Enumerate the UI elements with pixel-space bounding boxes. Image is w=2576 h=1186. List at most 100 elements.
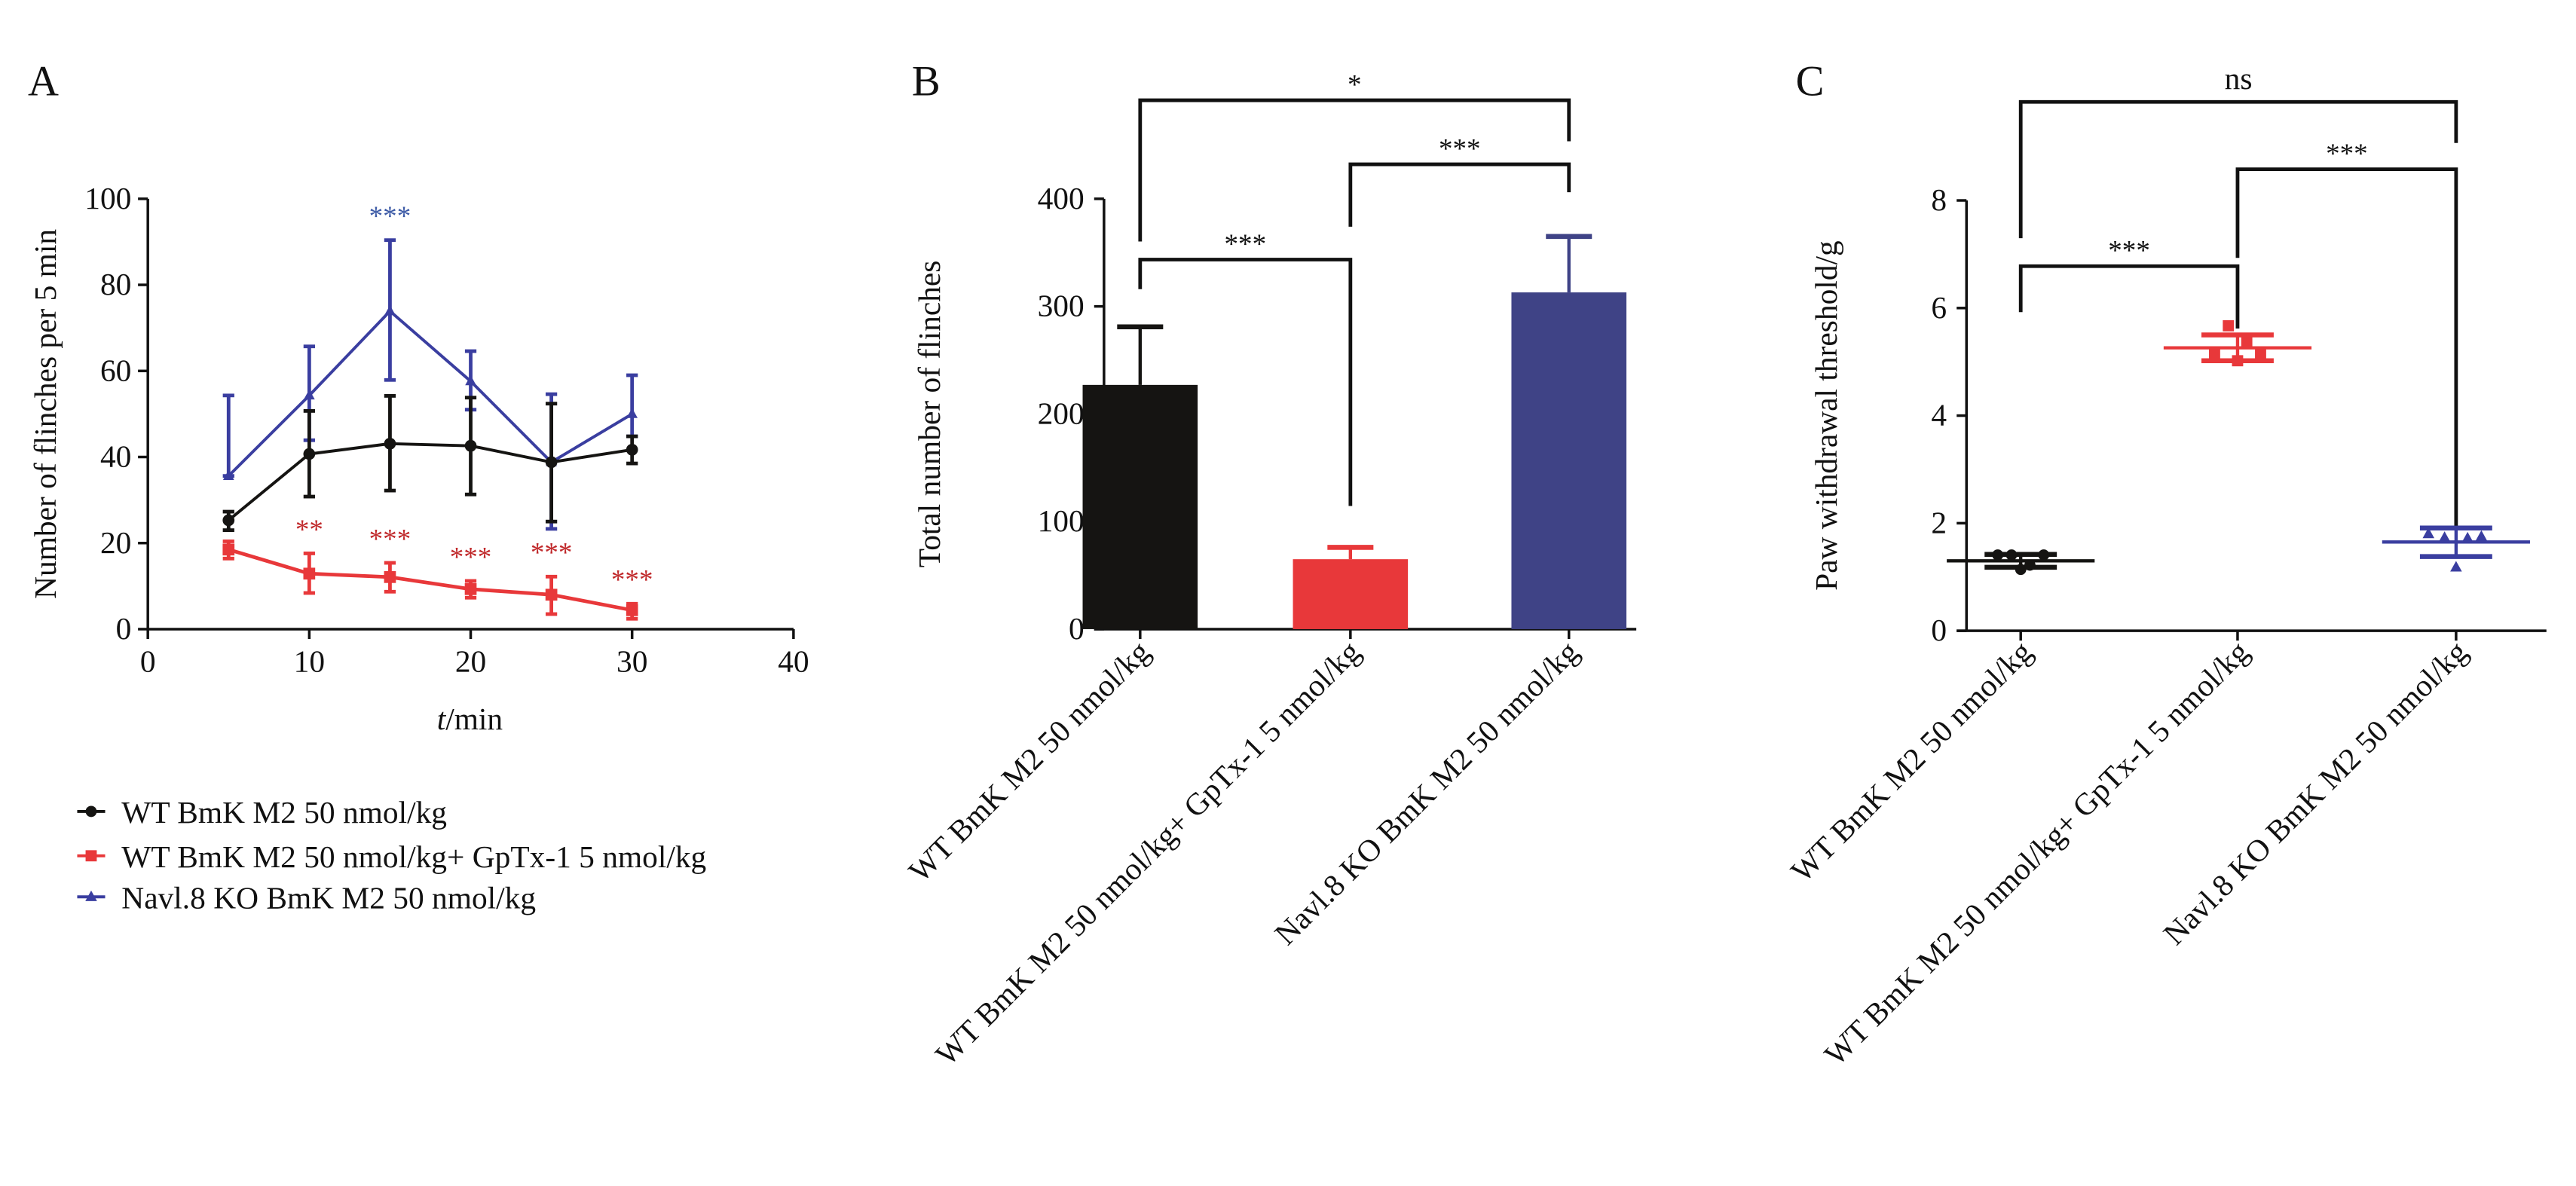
significance-label: *** [2326, 139, 2368, 170]
legend-item: WT BmK M2 50 nmol/kg+ GpTx-1 5 nmol/kg [77, 839, 706, 874]
significance-bracket [1138, 98, 1571, 242]
data-point [626, 604, 638, 616]
data-point [2255, 349, 2266, 361]
series-circle [222, 394, 638, 532]
data-point [545, 588, 558, 601]
data-point [2015, 564, 2027, 576]
y-tick-label: 4 [1931, 398, 1947, 433]
y-tick-label: 6 [1931, 290, 1947, 325]
data-point [2024, 559, 2036, 571]
panel-a-line-chart: Number of flinches per 5 min t/min 0 20 40… [28, 181, 809, 736]
significance-bracket [2235, 167, 2458, 526]
panel-b-y-axis-title: Total number of flinches [912, 261, 947, 568]
y-tick-label: 400 [1038, 181, 1085, 215]
legend-label: WT BmK M2 50 nmol/kg [121, 795, 447, 830]
panel-c-y-axis-title: Paw withdrawal threshold/g [1809, 240, 1843, 591]
significance-label: *** [2108, 235, 2150, 266]
y-tick-label: 0 [1931, 613, 1947, 647]
data-point [304, 389, 315, 400]
data-point [465, 375, 476, 386]
significance-bracket [1138, 258, 1353, 506]
data-point [2241, 337, 2253, 348]
panel-label-b: B [912, 59, 941, 105]
data-point [464, 582, 477, 595]
y-tick-label: 20 [100, 525, 131, 560]
data-point [2450, 561, 2462, 572]
panel-label-a: A [28, 59, 59, 105]
panel-c-scatter-chart: Paw withdrawal threshold/g 0 2 4 6 8 *** *** n… [1784, 61, 2547, 1072]
x-title-italic: t [437, 702, 447, 736]
data-point [2223, 319, 2235, 332]
y-tick-label: 300 [1038, 289, 1085, 323]
panel-c-category-label: WT BmK M2 50 nmol/kg [1784, 634, 2039, 888]
y-tick-label: 100 [84, 181, 131, 215]
data-point [545, 456, 558, 469]
x-tick-label: 20 [455, 644, 486, 679]
data-point [2038, 549, 2050, 561]
x-tick-label: 10 [294, 644, 325, 679]
series-line [228, 442, 632, 521]
data-point [222, 543, 235, 556]
bar [1082, 384, 1198, 629]
bar [1511, 292, 1627, 629]
data-point [2461, 531, 2474, 543]
data-point [626, 408, 638, 418]
legend-item: WT BmK M2 50 nmol/kg [77, 795, 447, 830]
series-square: ** ****** ****** [222, 515, 653, 621]
significance-label: *** [531, 538, 573, 569]
x-tick-label: 30 [616, 644, 647, 679]
panel-a-y-axis-title: Number of flinches per 5 min [28, 229, 63, 599]
significance-bracket [2018, 264, 2240, 329]
significance-label: *** [611, 565, 653, 596]
scatter-group [2163, 319, 2312, 367]
panel-b-bar-chart: Total number of flinches 0 100 200 300 400 *… [902, 69, 1637, 1072]
legend-marker-triangle-icon [77, 890, 106, 901]
legend-marker [85, 850, 97, 862]
data-point [384, 304, 396, 316]
significance-bracket [2018, 99, 2458, 239]
significance-label: *** [450, 542, 492, 573]
legend: WT BmK M2 50 nmol/kg WT BmK M2 50 nmol/k… [77, 795, 706, 915]
data-point [2232, 355, 2244, 367]
legend-marker [85, 805, 97, 818]
panel-c-category-label: WT BmK M2 50 nmol/kg+ GpTx-1 5 nmol/kg [1818, 634, 2256, 1071]
data-point [303, 448, 316, 460]
significance-label: *** [1225, 229, 1267, 260]
data-point [384, 571, 396, 583]
y-tick-label: 100 [1038, 503, 1085, 538]
bar [1293, 559, 1409, 629]
legend-marker-circle-icon [77, 805, 106, 818]
data-point [1992, 549, 2004, 561]
y-tick-label: 40 [100, 439, 131, 474]
x-tick-label: 0 [140, 644, 156, 679]
x-tick-label: 40 [778, 644, 809, 679]
y-tick-label: 2 [1931, 505, 1947, 540]
data-point [384, 437, 396, 450]
panel-label-c: C [1796, 59, 1825, 105]
significance-label: *** [369, 524, 411, 555]
data-point [464, 439, 477, 452]
y-tick-label: 80 [100, 267, 131, 301]
panel-b-category-label: WT BmK M2 50 nmol/kg [902, 634, 1157, 888]
data-point [2209, 348, 2220, 359]
y-tick-label: 200 [1038, 396, 1085, 430]
significance-label: *** [1439, 133, 1481, 164]
significance-label: *** [369, 201, 411, 232]
data-point [222, 469, 234, 480]
data-point [303, 567, 316, 580]
panel-a-x-axis-title: t/min [437, 702, 503, 736]
y-tick-label: 0 [1069, 611, 1085, 646]
series-triangle: *** [222, 201, 638, 531]
legend-label: Navl.8 KO BmK M2 50 nmol/kg [121, 881, 536, 915]
data-point [2005, 549, 2018, 561]
significance-label: ns [2225, 61, 2253, 96]
legend-marker [85, 890, 97, 901]
y-tick-label: 0 [116, 611, 132, 646]
data-point [222, 514, 235, 527]
significance-bracket [1348, 162, 1571, 227]
data-point [2422, 527, 2435, 539]
y-tick-label: 8 [1931, 182, 1947, 217]
series-line [228, 548, 633, 613]
legend-label: WT BmK M2 50 nmol/kg+ GpTx-1 5 nmol/kg [121, 839, 706, 874]
